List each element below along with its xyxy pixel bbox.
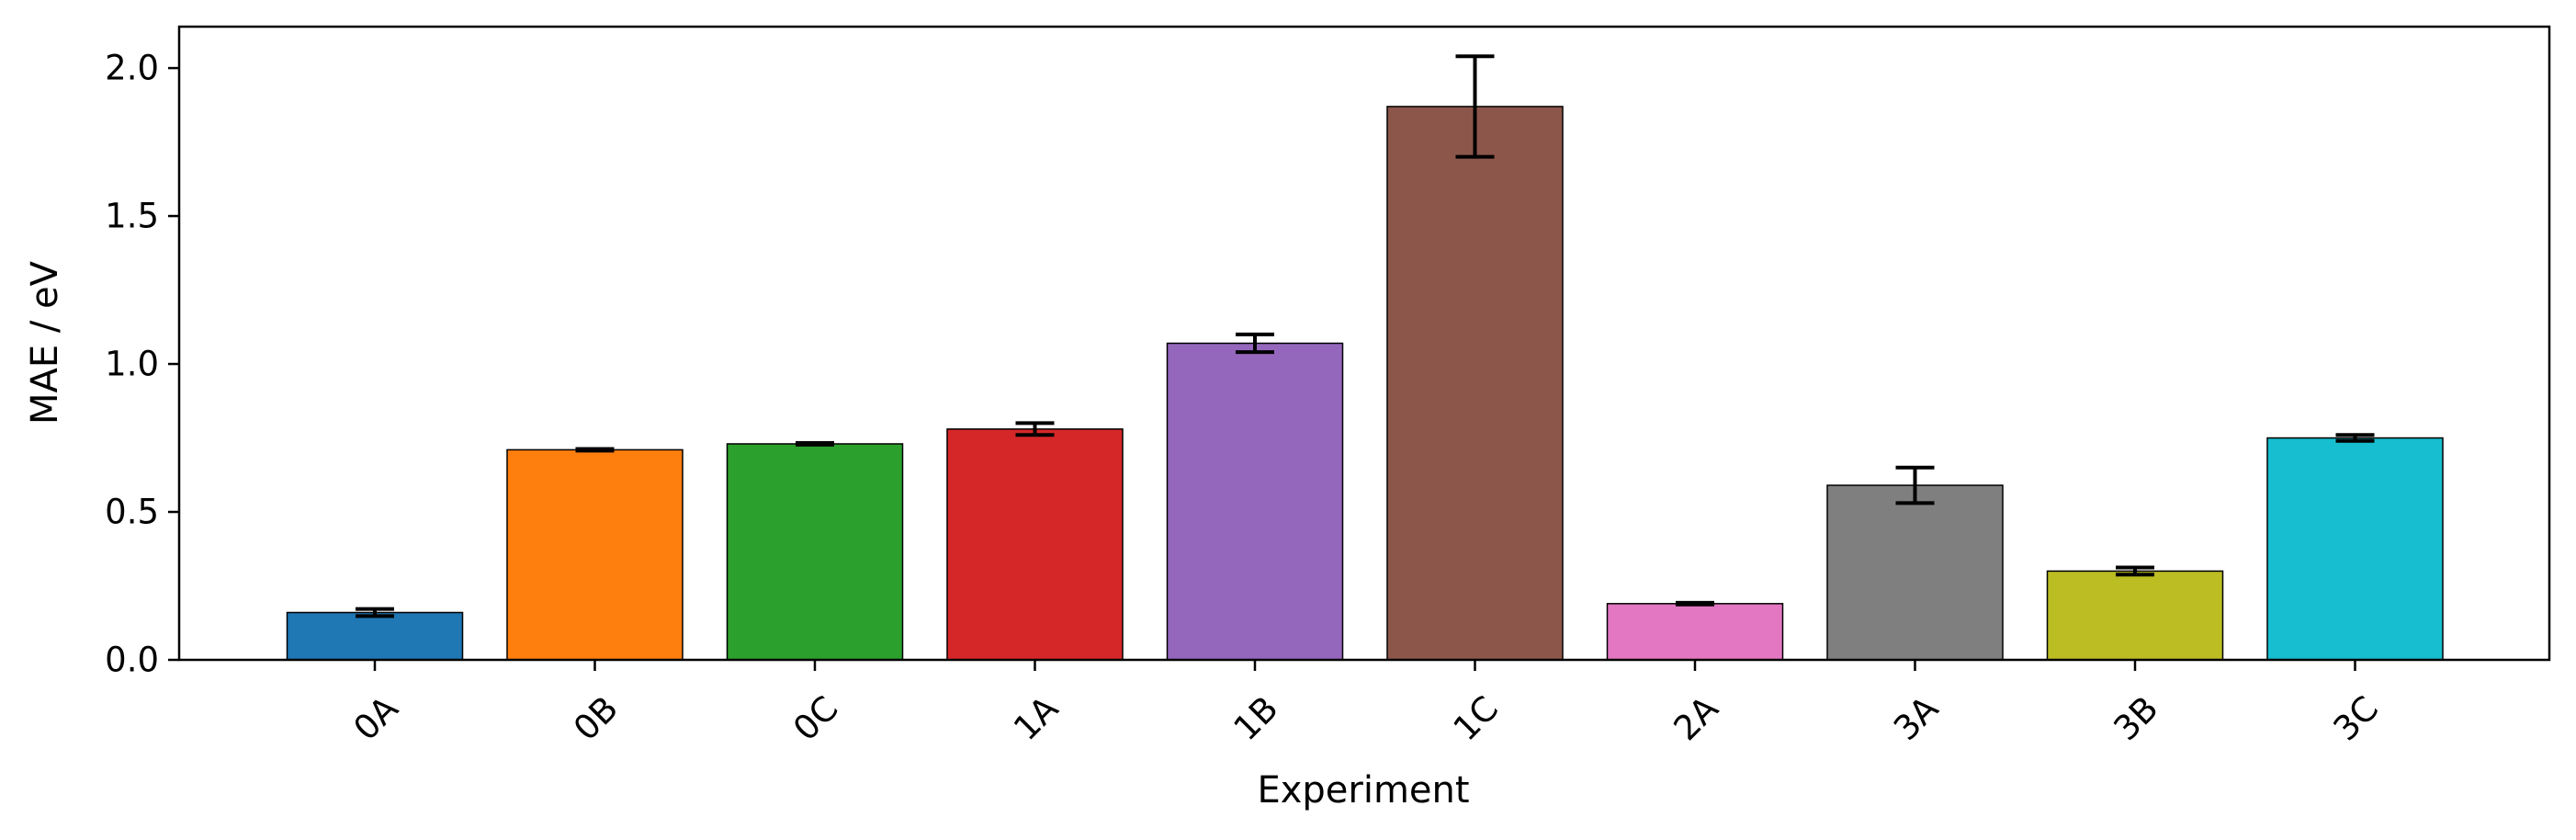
x-tick-label-0B: 0B xyxy=(566,688,626,748)
x-tick-label-2A: 2A xyxy=(1666,688,1726,748)
x-tick-label-1B: 1B xyxy=(1226,688,1286,748)
y-tick-label-2.0: 2.0 xyxy=(105,49,159,88)
x-tick-label-3C: 3C xyxy=(2326,688,2386,748)
x-tick-label-3A: 3A xyxy=(1886,688,1946,748)
y-tick-label-0.0: 0.0 xyxy=(105,641,159,680)
bar-0A xyxy=(286,611,464,661)
x-tick-label-3B: 3B xyxy=(2107,688,2166,748)
plot-frame xyxy=(177,25,2551,662)
x-axis: 0A 0B 0C 1A 1B 1C 2A 3A 3B 3C xyxy=(346,660,2386,749)
bar-3C xyxy=(2266,437,2444,661)
x-tick-label-1A: 1A xyxy=(1006,688,1066,748)
bar-1A xyxy=(946,428,1124,661)
y-tick-label-1.5: 1.5 xyxy=(105,197,159,236)
bar-1B xyxy=(1166,342,1344,661)
bars-group xyxy=(286,106,2444,661)
error-bars-group xyxy=(356,54,2375,619)
bar-2A xyxy=(1606,603,1784,661)
bar-0B xyxy=(506,448,684,661)
x-tick-label-0A: 0A xyxy=(346,688,406,748)
y-tick-label-0.5: 0.5 xyxy=(105,493,159,532)
bar-0C xyxy=(726,443,904,661)
bar-1C xyxy=(1386,106,1564,661)
x-axis-label: Experiment xyxy=(1257,769,1469,812)
bar-3B xyxy=(2046,570,2224,661)
bar-3A xyxy=(1826,484,2004,661)
y-axis: 0.0 0.5 1.0 1.5 2.0 xyxy=(105,49,179,680)
y-tick-label-1.0: 1.0 xyxy=(105,345,159,384)
x-tick-label-0C: 0C xyxy=(785,688,845,748)
x-tick-label-1C: 1C xyxy=(1446,688,1506,748)
y-axis-label: MAE / eV xyxy=(24,260,66,425)
